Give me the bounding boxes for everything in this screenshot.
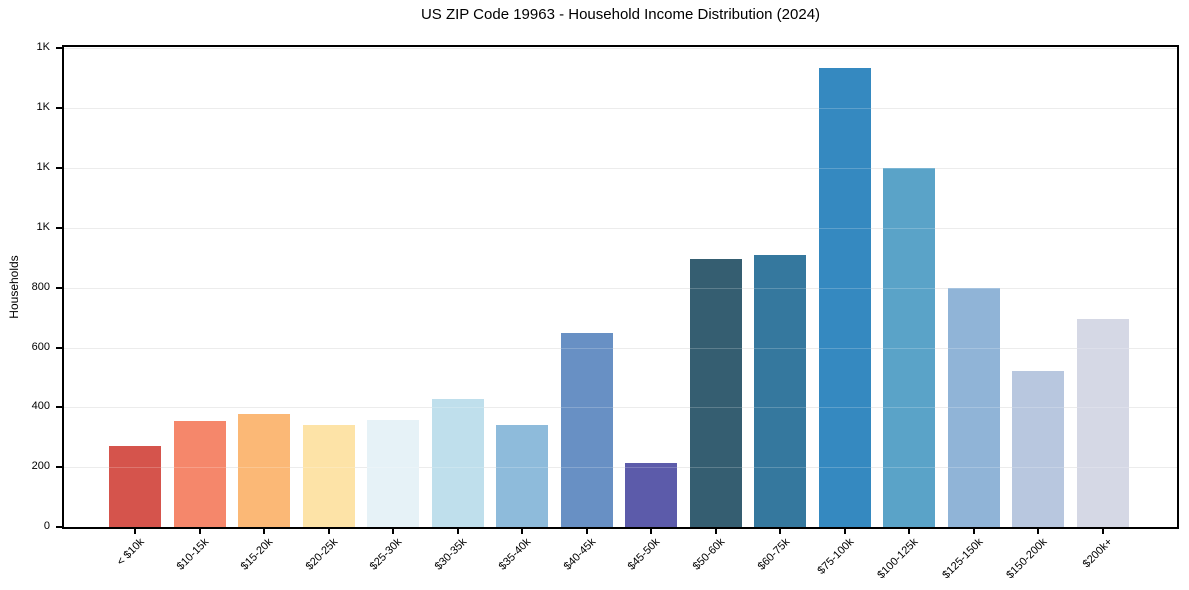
- x-tick-label: $125-150k: [940, 536, 986, 582]
- gridline-overlay: [64, 347, 1177, 349]
- gridline-overlay: [64, 168, 1177, 170]
- x-tick-mark: [134, 529, 136, 534]
- gridlines-layer: [64, 47, 1177, 527]
- x-tick-mark: [972, 529, 975, 534]
- x-tick-label: $30-35k: [432, 536, 470, 573]
- x-tick-label: $75-100k: [815, 536, 857, 577]
- y-tick-label: 600: [31, 340, 50, 353]
- x-tick-label: $40-45k: [561, 536, 599, 573]
- x-tick-label: $45-50k: [626, 536, 663, 573]
- gridline: [64, 347, 1177, 349]
- x-tick-mark: [908, 529, 911, 534]
- y-tick-mark: [56, 107, 62, 110]
- y-tick-mark: [56, 466, 62, 469]
- y-tick-label: 200: [31, 460, 50, 473]
- x-tick-label: $200k+: [1080, 536, 1115, 571]
- y-tick-label: 1K: [36, 41, 50, 54]
- y-tick-mark: [56, 167, 62, 170]
- x-tick-label: $100-125k: [875, 536, 921, 582]
- gridline-overlay-layer: [64, 47, 1177, 527]
- gridline: [64, 287, 1177, 289]
- bar: [754, 254, 807, 527]
- plot-area: [62, 45, 1179, 529]
- x-tick-mark: [263, 529, 266, 534]
- bar: [431, 399, 484, 527]
- bar: [883, 168, 936, 527]
- gridline-overlay: [64, 227, 1177, 229]
- chart-title: US ZIP Code 19963 - Household Income Dis…: [420, 6, 821, 23]
- bar: [173, 421, 226, 527]
- gridline: [64, 48, 1177, 50]
- bar: [947, 288, 1000, 527]
- gridline: [64, 407, 1177, 409]
- bar: [689, 259, 742, 527]
- x-tick-label: $20-25k: [303, 536, 341, 573]
- x-tick-label: < $10k: [114, 536, 147, 569]
- x-tick-label: $50-60k: [690, 536, 728, 573]
- x-tick-mark: [456, 529, 459, 534]
- bar: [367, 419, 420, 527]
- bar: [109, 446, 161, 527]
- y-tick-label: 0: [43, 520, 50, 532]
- bar: [302, 425, 355, 527]
- x-tick-label: $15-20k: [238, 536, 276, 573]
- x-tick-mark: [521, 529, 524, 534]
- gridline-overlay: [64, 287, 1177, 289]
- gridline-overlay: [64, 407, 1177, 409]
- x-tick-mark: [392, 529, 395, 534]
- bar: [625, 462, 678, 527]
- bar: [1076, 318, 1129, 527]
- y-tick-label: 1K: [36, 101, 50, 114]
- gridline-overlay: [64, 108, 1177, 110]
- bar: [238, 413, 291, 527]
- x-tick-mark: [843, 529, 846, 534]
- x-tick-mark: [585, 529, 588, 534]
- y-tick-mark: [56, 47, 62, 50]
- x-tick-mark: [327, 529, 330, 534]
- bar: [560, 332, 613, 527]
- y-tick-mark: [56, 226, 62, 229]
- y-tick-mark: [56, 526, 62, 528]
- bar: [1012, 370, 1065, 527]
- x-tick-label: $60-75k: [755, 536, 792, 573]
- gridline: [64, 168, 1177, 170]
- y-tick-label: 1K: [36, 220, 50, 233]
- gridline: [64, 108, 1177, 110]
- bar: [818, 67, 871, 527]
- y-tick-label: 400: [31, 400, 50, 413]
- y-tick-label: 1K: [36, 161, 50, 174]
- y-tick-mark: [56, 286, 62, 289]
- gridline: [64, 467, 1177, 469]
- x-tick-mark: [1101, 529, 1104, 534]
- x-tick-label: $10-15k: [174, 536, 212, 573]
- bar: [496, 425, 549, 527]
- y-tick-label: 800: [31, 280, 50, 293]
- x-tick-mark: [650, 529, 653, 534]
- x-tick-mark: [779, 529, 782, 534]
- x-tick-label: $35-40k: [497, 536, 534, 573]
- x-tick-mark: [714, 529, 717, 534]
- y-tick-mark: [56, 346, 62, 349]
- x-tick-label: $25-30k: [367, 536, 405, 573]
- x-tick-label: $150-200k: [1004, 536, 1050, 582]
- bars-layer: [64, 47, 1177, 527]
- gridline-overlay: [64, 48, 1177, 50]
- y-tick-mark: [56, 406, 62, 409]
- x-tick-mark: [1037, 529, 1040, 534]
- gridline-overlay: [64, 467, 1177, 469]
- x-tick-mark: [198, 529, 201, 534]
- gridline: [64, 227, 1177, 229]
